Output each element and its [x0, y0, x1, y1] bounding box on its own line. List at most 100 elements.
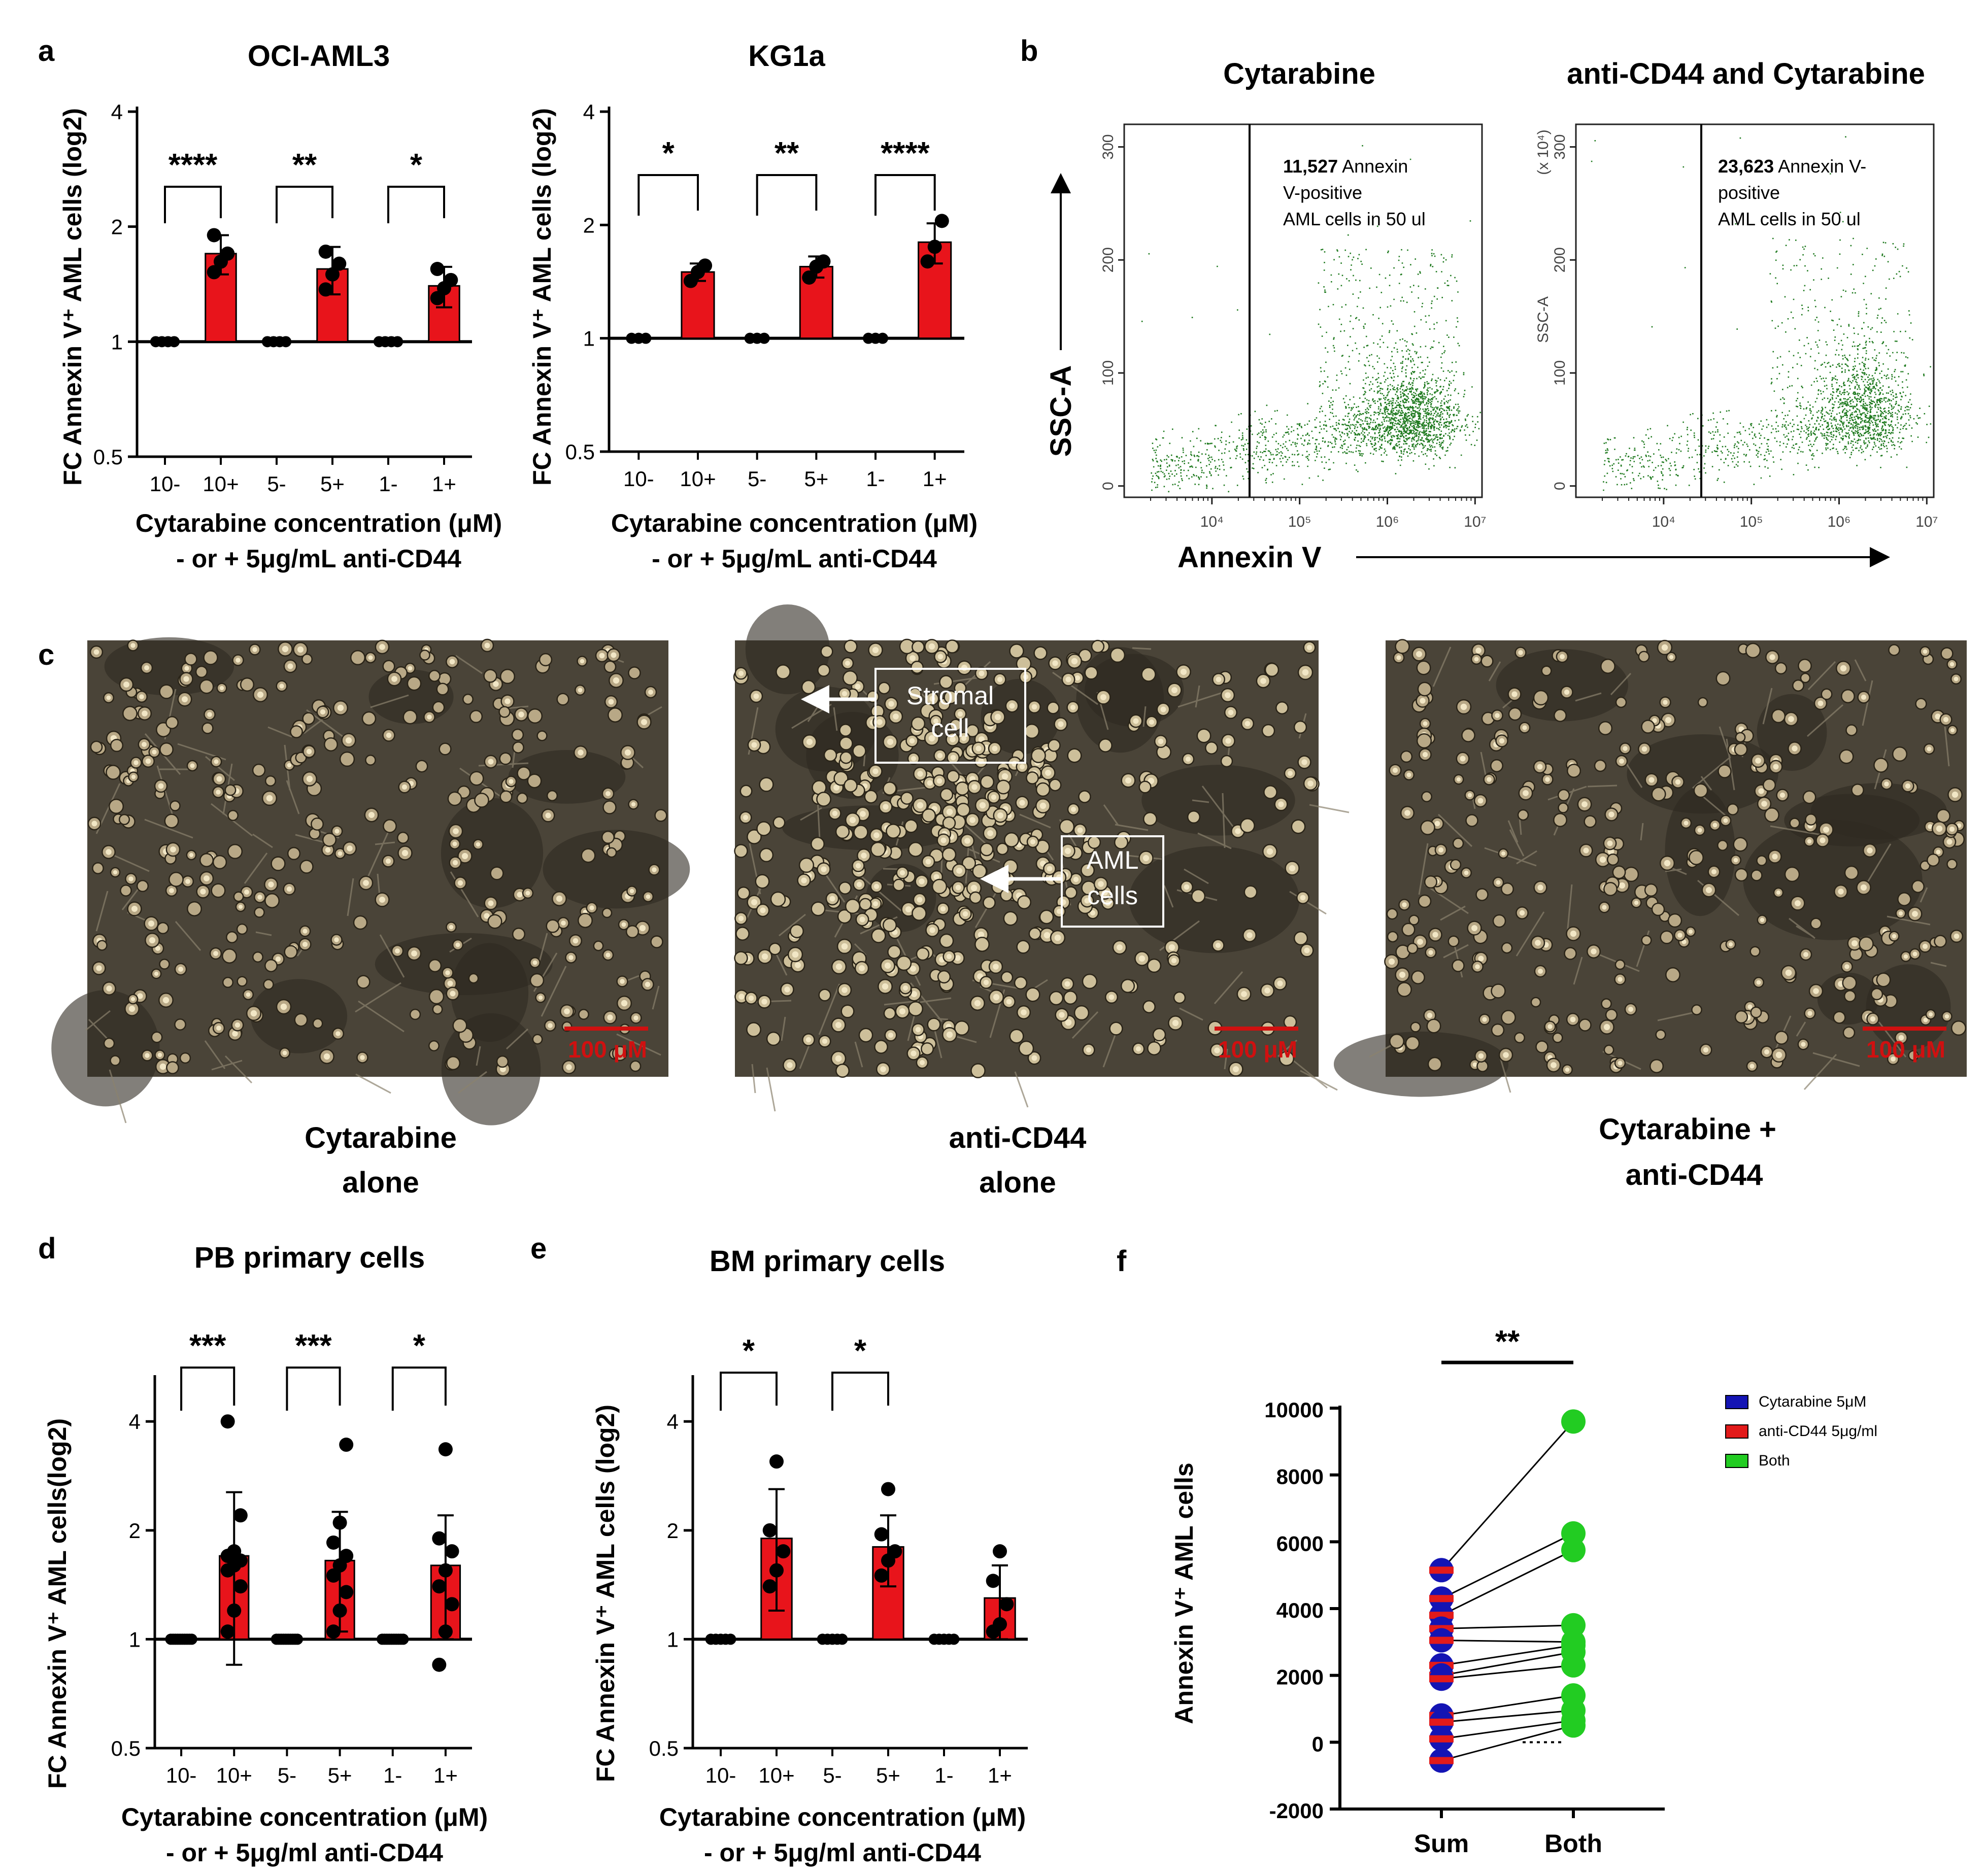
cell	[1821, 688, 1833, 700]
y-tick-label: -2000	[1269, 1799, 1324, 1823]
y-tick-label: 4	[667, 1410, 679, 1434]
cell-halo	[910, 966, 916, 972]
cell-halo	[1560, 654, 1565, 659]
cell	[428, 988, 445, 1005]
paired-plot-area: -2000 0 2000 4000 6000 8000 10000 Sum Both ** Cyta…	[1264, 1324, 1877, 1858]
cell-halo	[1438, 847, 1443, 852]
cell-halo	[1711, 869, 1716, 874]
pair-line	[1441, 1640, 1574, 1643]
data-point	[888, 1544, 902, 1559]
cell-halo	[1423, 721, 1428, 726]
cell	[1448, 935, 1460, 947]
cell-halo	[1923, 649, 1928, 654]
cell-halo	[946, 953, 952, 960]
cell-halo	[1852, 940, 1858, 946]
data-point	[438, 1624, 453, 1639]
cell-halo	[1957, 823, 1962, 828]
cell	[1842, 1026, 1856, 1039]
cell-halo	[829, 896, 835, 902]
cell-halo	[453, 828, 459, 834]
cell-halo	[334, 829, 340, 834]
cell-halo	[940, 906, 946, 912]
cell-halo	[964, 838, 970, 844]
y-tick-label: 2	[583, 213, 595, 237]
cell	[1601, 998, 1612, 1009]
cell	[1049, 778, 1062, 792]
cell	[415, 760, 428, 773]
data-point	[444, 272, 458, 287]
dark-region	[1141, 765, 1295, 836]
cell-halo	[1663, 700, 1668, 705]
cell-halo	[1471, 925, 1477, 931]
cell-halo	[917, 771, 923, 777]
cell	[1843, 990, 1857, 1003]
cell-halo	[970, 884, 978, 892]
cell-halo	[761, 953, 768, 960]
y-tick-label: 8000	[1276, 1465, 1324, 1489]
cell-halo	[282, 645, 289, 653]
scale-bar-label: 100 μM	[1866, 1036, 1945, 1063]
cell	[1514, 1032, 1525, 1043]
cell	[1839, 749, 1854, 764]
cell-halo	[408, 666, 413, 671]
x-tick-label: 1+	[432, 472, 456, 496]
cell	[1841, 689, 1855, 703]
cell-halo	[452, 841, 457, 846]
cell-halo	[1019, 764, 1025, 770]
cell-halo	[833, 784, 839, 791]
cell	[1091, 639, 1105, 654]
y-tick-label: 4000	[1276, 1598, 1324, 1622]
data-point	[227, 1544, 242, 1559]
cell-halo	[928, 735, 935, 742]
cell	[96, 940, 108, 951]
cell-halo	[525, 891, 530, 896]
cell	[1584, 815, 1597, 828]
cell	[1691, 1004, 1702, 1015]
cell-halo	[106, 695, 111, 700]
legend-swatch	[1725, 1424, 1748, 1439]
cell-halo	[1233, 1066, 1239, 1072]
flow-title-cytarabine: Cytarabine	[1223, 57, 1375, 90]
y-tick-label: 1	[111, 330, 123, 354]
sum-point-stripe	[1429, 1757, 1454, 1764]
cell-halo	[306, 748, 312, 755]
cell	[1014, 976, 1028, 990]
bar	[316, 268, 349, 343]
cell	[1264, 662, 1280, 677]
significance-bracket	[286, 1367, 341, 1411]
cell	[263, 979, 274, 990]
pair-line	[1441, 1720, 1574, 1740]
cell	[900, 792, 914, 805]
cell	[1408, 914, 1420, 926]
cell	[882, 917, 897, 933]
cell	[92, 862, 104, 874]
dark-region	[745, 604, 830, 695]
cell-halo	[1840, 665, 1847, 672]
cell-halo	[1138, 955, 1146, 962]
dark-region	[981, 678, 1061, 755]
cell	[195, 665, 208, 678]
cell	[1606, 853, 1620, 866]
cell	[1082, 973, 1098, 990]
y-tick-label: 2000	[1276, 1665, 1324, 1689]
cell-halo	[917, 802, 924, 809]
cell	[311, 817, 324, 831]
cell-halo	[880, 1066, 886, 1072]
cell-halo	[621, 922, 626, 927]
x-tick-label: 10-	[623, 467, 654, 491]
cell	[1263, 785, 1277, 799]
cell	[1243, 885, 1258, 899]
cell-halo	[1728, 942, 1733, 947]
cell-halo	[940, 837, 947, 843]
cell	[1888, 644, 1900, 656]
cell-halo	[488, 900, 494, 906]
cell	[1623, 866, 1639, 882]
cell-halo	[1545, 777, 1550, 782]
chart-a-kg1a: KG1a FC Annexin V⁺ AML cells (log2) Cyta…	[528, 40, 978, 573]
cell	[199, 679, 214, 694]
cell-halo	[832, 810, 838, 816]
cell-halo	[899, 870, 905, 876]
cell-halo	[207, 712, 212, 717]
cell-halo	[556, 895, 563, 902]
cell-halo	[1228, 709, 1234, 715]
